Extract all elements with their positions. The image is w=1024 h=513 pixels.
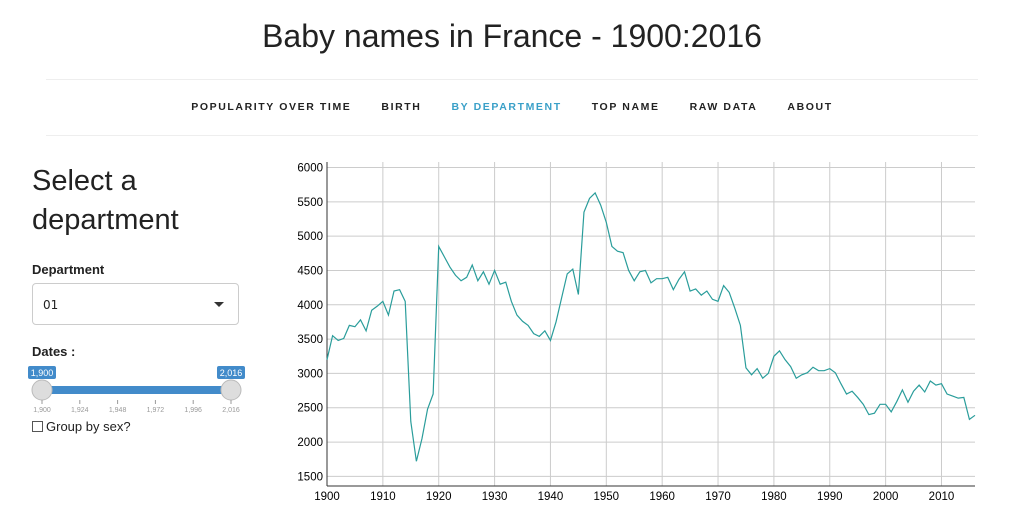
checkbox[interactable] [32,421,43,432]
slider-tick-label: 2,016 [222,407,240,414]
y-tick-label: 5000 [297,231,323,243]
handle-label-bg [28,366,56,379]
handle-label-bg [217,366,245,379]
slider-tick-label: 1,900 [33,407,51,414]
nav-bar: POPULARITY OVER TIME BIRTH BY DEPARTMENT TO… [0,101,1024,113]
x-tick-label: 2000 [873,491,899,503]
y-tick-label: 3500 [297,334,323,346]
slider-min-label: 1,900 [31,368,54,378]
slider-max-label: 2,016 [220,368,243,378]
data-line [326,191,976,462]
checkbox-label: Group by sex? [46,419,131,434]
y-tick-label: 3000 [297,368,323,380]
sidebar-heading: Select a department [32,165,179,236]
y-tick-label: 4000 [297,300,323,312]
x-tick-label: 1950 [594,491,620,503]
y-tick-label: 5500 [297,197,323,209]
y-tick-label: 4500 [297,265,323,277]
y-tick-label: 6000 [297,162,323,174]
divider [46,79,978,80]
date-slider[interactable]: 1,900 2,016 1,900 1,924 1,948 1,972 1,996 2,0… [24,362,254,418]
x-tick-label: 1920 [426,491,452,503]
slider-tick-label: 1,996 [184,407,202,414]
nav-item[interactable]: BIRTH [381,101,422,113]
x-tick-label: 1900 [314,491,340,503]
nav-item[interactable]: ABOUT [787,101,833,113]
department-select[interactable]: 01 [32,283,239,325]
x-tick-label: 1960 [649,491,675,503]
field-label: Department [32,262,105,277]
x-tick-label: 1910 [370,491,396,503]
slider-tick-label: 1,924 [71,407,89,414]
slider-bar [42,386,231,394]
y-tick-label: 2000 [297,437,323,449]
group-checkbox[interactable]: Group by sex? [32,419,131,434]
x-tick-label: 1990 [817,491,843,503]
slider-tick-label: 1,948 [109,407,127,414]
page-title: Baby names in France - 1900:2016 [262,18,762,54]
slider-ticks: 1,900 1,924 1,948 1,972 1,996 2,016 [33,400,240,414]
slider-handle[interactable] [220,379,242,401]
nav-item[interactable]: RAW DATA [689,101,758,113]
x-tick-label: 1970 [705,491,731,503]
nav-item[interactable]: POPULARITY OVER TIME [191,101,352,113]
x-tick-label: 2010 [929,491,955,503]
divider [46,135,978,136]
nav-item[interactable]: BY DEPARTMENT [451,101,562,113]
slider-tick-label: 1,972 [147,407,165,414]
y-tick-label: 1500 [297,471,323,483]
nav-item[interactable]: TOP NAME [591,101,660,113]
x-tick-label: 1940 [538,491,564,503]
x-tick-label: 1980 [761,491,787,503]
y-tick-label: 2500 [297,403,323,415]
slider-handle[interactable] [31,379,53,401]
field-label: Dates : [32,344,76,359]
x-tick-label: 1930 [482,491,508,503]
chart: 1500 2000 2500 3000 3500 4000 4500 5000 5500 6000… [297,162,976,503]
